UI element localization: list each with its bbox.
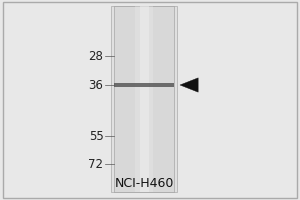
Text: 55: 55	[89, 130, 104, 142]
Polygon shape	[180, 78, 198, 92]
Bar	[114, 83, 174, 87]
Bar	[140, 6, 148, 192]
Text: 72: 72	[88, 158, 104, 170]
Bar	[111, 6, 177, 192]
Text: 36: 36	[88, 79, 104, 92]
Text: 28: 28	[88, 49, 104, 62]
Bar	[135, 6, 144, 192]
Bar	[114, 6, 174, 192]
Bar	[144, 6, 153, 192]
Text: NCI-H460: NCI-H460	[114, 177, 174, 190]
